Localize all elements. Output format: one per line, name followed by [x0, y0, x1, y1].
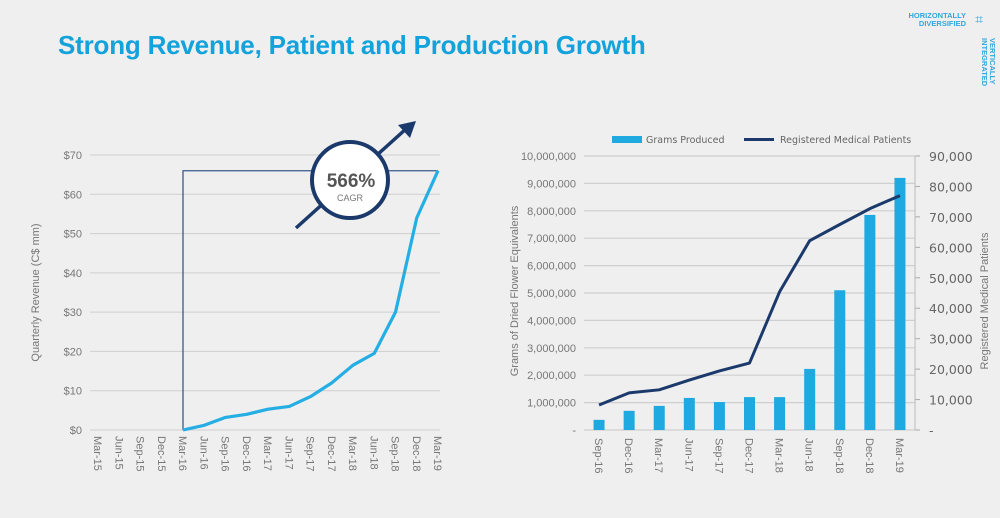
x-tick-label: Mar-16 — [176, 436, 188, 471]
company-logo: HORIZONTALLY DIVERSIFIED ⌗ VERTICALLY IN… — [890, 8, 1000, 88]
y-tick-label: $30 — [64, 307, 82, 319]
y-tick-label: 1,000,000 — [527, 398, 576, 410]
y-right-tick-label: 50,000 — [929, 271, 973, 286]
y-right-tick-label: 90,000 — [929, 149, 973, 164]
y-tick-label: $40 — [64, 268, 82, 280]
x-tick-label: Mar-19 — [431, 436, 443, 471]
y-tick-label: 3,000,000 — [527, 343, 576, 355]
x-tick-label: Dec-16 — [240, 436, 252, 471]
x-tick-label: Jun-17 — [282, 436, 294, 470]
x-tick-label: Sep-15 — [134, 436, 146, 471]
bar-grams-produced — [623, 410, 635, 430]
y-tick-label: $50 — [64, 229, 82, 241]
logo-text-diversified: DIVERSIFIED — [918, 19, 966, 28]
x-tick-label: Sep-18 — [833, 438, 845, 473]
grid-cross-icon: ⌗ — [975, 11, 983, 27]
production-patients-chart: - 1,000,000 2,000,000 3,000,000 4,000,000 5,0… — [509, 135, 991, 473]
logo-text-horizontally: HORIZONTALLY — [908, 11, 967, 20]
x-tick-label: Mar-17 — [652, 438, 664, 473]
bar-grams-produced — [593, 419, 605, 430]
legend-swatch-patients — [744, 138, 774, 141]
x-tick-label: Sep-17 — [304, 436, 316, 471]
y-right-tick-label: 10,000 — [929, 393, 973, 408]
x-tick-label: Mar-18 — [773, 438, 785, 473]
x-tick-label: Sep-16 — [219, 436, 231, 471]
revenue-chart: $0 $10 $20 $30 $40 $50 $60 $70 Quarterly Revenue… — [30, 121, 443, 471]
y-right-tick-label: 80,000 — [929, 179, 973, 194]
x-tick-label: Sep-17 — [712, 438, 724, 473]
y-tick-label: 6,000,000 — [527, 261, 576, 273]
x-tick-label: Dec-15 — [155, 436, 167, 471]
bar-grams-produced — [653, 405, 665, 430]
x-tick-label: Dec-18 — [863, 438, 875, 473]
x-tick-label: Dec-17 — [743, 438, 755, 473]
y-axis-label-right: Registered Medical Patients — [979, 232, 991, 369]
y-tick-label: $60 — [64, 189, 82, 201]
legend-label-grams: Grams Produced — [646, 135, 725, 146]
y-tick-label: 8,000,000 — [527, 206, 576, 218]
cagr-label: CAGR — [337, 193, 364, 203]
y-tick-label: - — [572, 425, 576, 437]
y-right-tick-label: 70,000 — [929, 210, 973, 225]
y-tick-label: 4,000,000 — [527, 315, 576, 327]
y-tick-label: 5,000,000 — [527, 288, 576, 300]
bar-grams-produced — [744, 397, 755, 430]
y-axis-label: Grams of Dried Flower Equivalents — [509, 205, 521, 376]
x-tick-label: Dec-18 — [410, 436, 422, 471]
bar-grams-produced — [713, 402, 725, 430]
y-tick-label: 10,000,000 — [521, 151, 576, 163]
x-tick-label: Sep-18 — [389, 436, 401, 471]
x-tick-label: Mar-18 — [346, 436, 358, 471]
y-tick-label: $70 — [64, 150, 82, 162]
page-title: Strong Revenue, Patient and Production G… — [58, 30, 646, 60]
x-tick-label: Dec-17 — [325, 436, 337, 471]
cagr-circle — [310, 140, 390, 220]
y-tick-label: 9,000,000 — [527, 178, 576, 190]
legend-swatch-grams — [612, 136, 642, 143]
patients-line — [598, 194, 901, 407]
y-right-tick-label: 40,000 — [929, 301, 973, 316]
y-right-tick-label: - — [929, 423, 934, 438]
bar-grams-produced — [834, 290, 846, 430]
x-tick-label: Jun-17 — [682, 438, 694, 472]
y-right-tick-label: 20,000 — [929, 362, 973, 377]
y-right-tick-label: 60,000 — [929, 240, 973, 255]
bar-grams-produced — [774, 397, 786, 430]
y-tick-label: 7,000,000 — [527, 233, 576, 245]
x-tick-label: Sep-16 — [592, 438, 604, 473]
growth-arrow-head — [398, 121, 416, 138]
x-tick-label: Jun-18 — [367, 436, 379, 470]
x-tick-label: Dec-16 — [622, 438, 634, 473]
x-tick-label: Mar-15 — [91, 436, 103, 471]
y-tick-label: $10 — [64, 386, 82, 398]
x-tick-label: Jun-16 — [197, 436, 209, 470]
legend-label-patients: Registered Medical Patients — [780, 135, 911, 146]
cagr-value: 566% — [327, 171, 376, 192]
x-tick-label: Jun-15 — [112, 436, 124, 470]
x-tick-label: Jun-18 — [803, 438, 815, 472]
y-right-tick-label: 30,000 — [929, 332, 973, 347]
y-axis-label: Quarterly Revenue (C$ mm) — [30, 223, 42, 361]
x-tick-label: Mar-17 — [261, 436, 273, 471]
x-tick-label: Mar-19 — [893, 438, 905, 473]
bar-grams-produced — [683, 397, 695, 430]
bar-grams-produced — [894, 177, 906, 430]
y-tick-label: 2,000,000 — [527, 370, 576, 382]
bar-grams-produced — [864, 214, 876, 430]
y-tick-label: $0 — [70, 425, 82, 437]
y-tick-label: $20 — [64, 346, 82, 358]
bar-grams-produced — [804, 368, 816, 430]
